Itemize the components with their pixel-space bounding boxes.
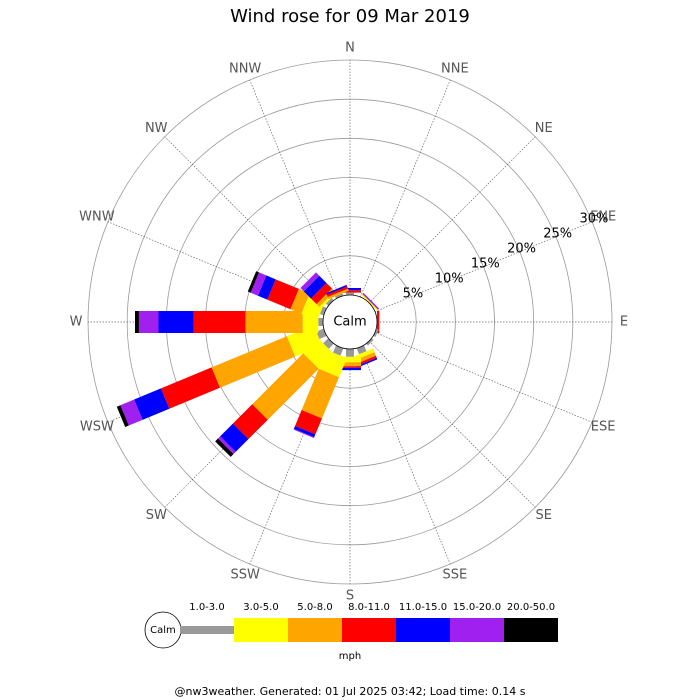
legend-label: 20.0-50.0	[507, 602, 555, 613]
bar-segment	[267, 279, 299, 310]
legend-swatch	[342, 618, 396, 642]
bar-segment	[232, 404, 268, 440]
bar-segment	[326, 284, 348, 295]
spoke	[374, 221, 593, 312]
direction-label: NW	[145, 121, 168, 136]
ring-label: 30%	[579, 211, 608, 226]
bar-segment	[116, 405, 129, 428]
legend-calm-label: Calm	[150, 625, 176, 636]
bar-segment	[247, 271, 260, 293]
direction-label: NNW	[229, 61, 261, 76]
ring-label: 25%	[543, 226, 572, 241]
direction-label: SW	[146, 508, 167, 523]
bar-segment	[301, 293, 326, 321]
direction-label: SSW	[230, 568, 260, 583]
bar-segment	[356, 345, 367, 355]
direction-label: E	[620, 315, 628, 330]
bar-segment	[295, 410, 322, 435]
spoke	[249, 79, 340, 298]
bar-segment	[250, 272, 267, 296]
direction-label: NE	[535, 121, 553, 136]
spoke	[360, 346, 451, 565]
legend-swatch	[180, 626, 234, 634]
bar-segment	[354, 352, 376, 365]
bar-segment	[323, 338, 334, 349]
bar-segment	[220, 423, 249, 452]
calm-label: Calm	[333, 315, 366, 330]
bar-segment	[134, 388, 170, 420]
ring-label: 10%	[435, 271, 464, 286]
bar-segment	[327, 288, 349, 300]
spoke	[368, 136, 536, 304]
bar-segment	[319, 306, 327, 316]
bar-segment	[318, 349, 347, 378]
legend-swatch	[504, 618, 558, 642]
bar-segment	[303, 338, 334, 369]
bar-segment	[332, 345, 344, 356]
legend-swatch	[288, 618, 342, 642]
calm-circle	[322, 294, 378, 350]
legend-label: 8.0-11.0	[348, 602, 390, 613]
chart-title: Wind rose for 09 Mar 2019	[230, 6, 470, 27]
bar-segment	[300, 272, 320, 292]
bar-segment	[316, 288, 335, 307]
direction-label: S	[346, 589, 354, 604]
legend-label: 3.0-5.0	[243, 602, 278, 613]
bar-segment	[290, 288, 310, 314]
bar-segment	[326, 286, 349, 297]
bar-segment	[215, 438, 234, 457]
bar-segment	[252, 353, 319, 420]
direction-label: WSW	[80, 419, 114, 434]
spoke	[360, 79, 451, 298]
bar-segment	[355, 355, 377, 367]
direction-label: N	[345, 41, 355, 56]
bar-segment	[352, 348, 375, 361]
bar-segment	[120, 399, 143, 426]
units-label: mph	[339, 651, 361, 662]
legend-label: 11.0-15.0	[399, 602, 447, 613]
bar-segment	[362, 292, 380, 310]
legend-label: 5.0-8.0	[297, 602, 332, 613]
bar-segment	[319, 291, 337, 309]
footer: @nw3weather. Generated: 01 Jul 2025 03:4…	[175, 685, 526, 698]
bar-segment	[286, 325, 323, 357]
direction-label: NNE	[441, 61, 469, 76]
bar-segment	[356, 357, 378, 368]
ring-label: 15%	[471, 256, 500, 271]
spoke	[374, 332, 593, 423]
bar-segment	[301, 368, 340, 419]
ring-label: 20%	[507, 241, 536, 256]
bar-segment	[316, 328, 327, 340]
legend-swatch	[234, 618, 288, 642]
direction-label: W	[70, 315, 83, 330]
direction-label: ENE	[590, 210, 616, 225]
bar-segment	[160, 367, 220, 409]
bar-segment	[211, 336, 296, 388]
legend-swatch	[396, 618, 450, 642]
ring-label: 5%	[403, 286, 424, 301]
spoke	[164, 136, 332, 304]
direction-label: SE	[536, 508, 552, 523]
bar-segment	[310, 282, 333, 305]
legend-swatch	[450, 618, 504, 642]
bar-segment	[257, 275, 276, 300]
bar-segment	[217, 436, 236, 455]
bar-segment	[325, 297, 334, 306]
bar-segment	[303, 275, 327, 299]
direction-label: SSE	[442, 568, 467, 583]
spoke	[368, 340, 536, 508]
direction-label: WNW	[79, 210, 115, 225]
legend-label: 1.0-3.0	[189, 602, 224, 613]
legend-label: 15.0-20.0	[453, 602, 501, 613]
direction-label: ESE	[591, 419, 616, 434]
bar-segment	[293, 425, 316, 438]
